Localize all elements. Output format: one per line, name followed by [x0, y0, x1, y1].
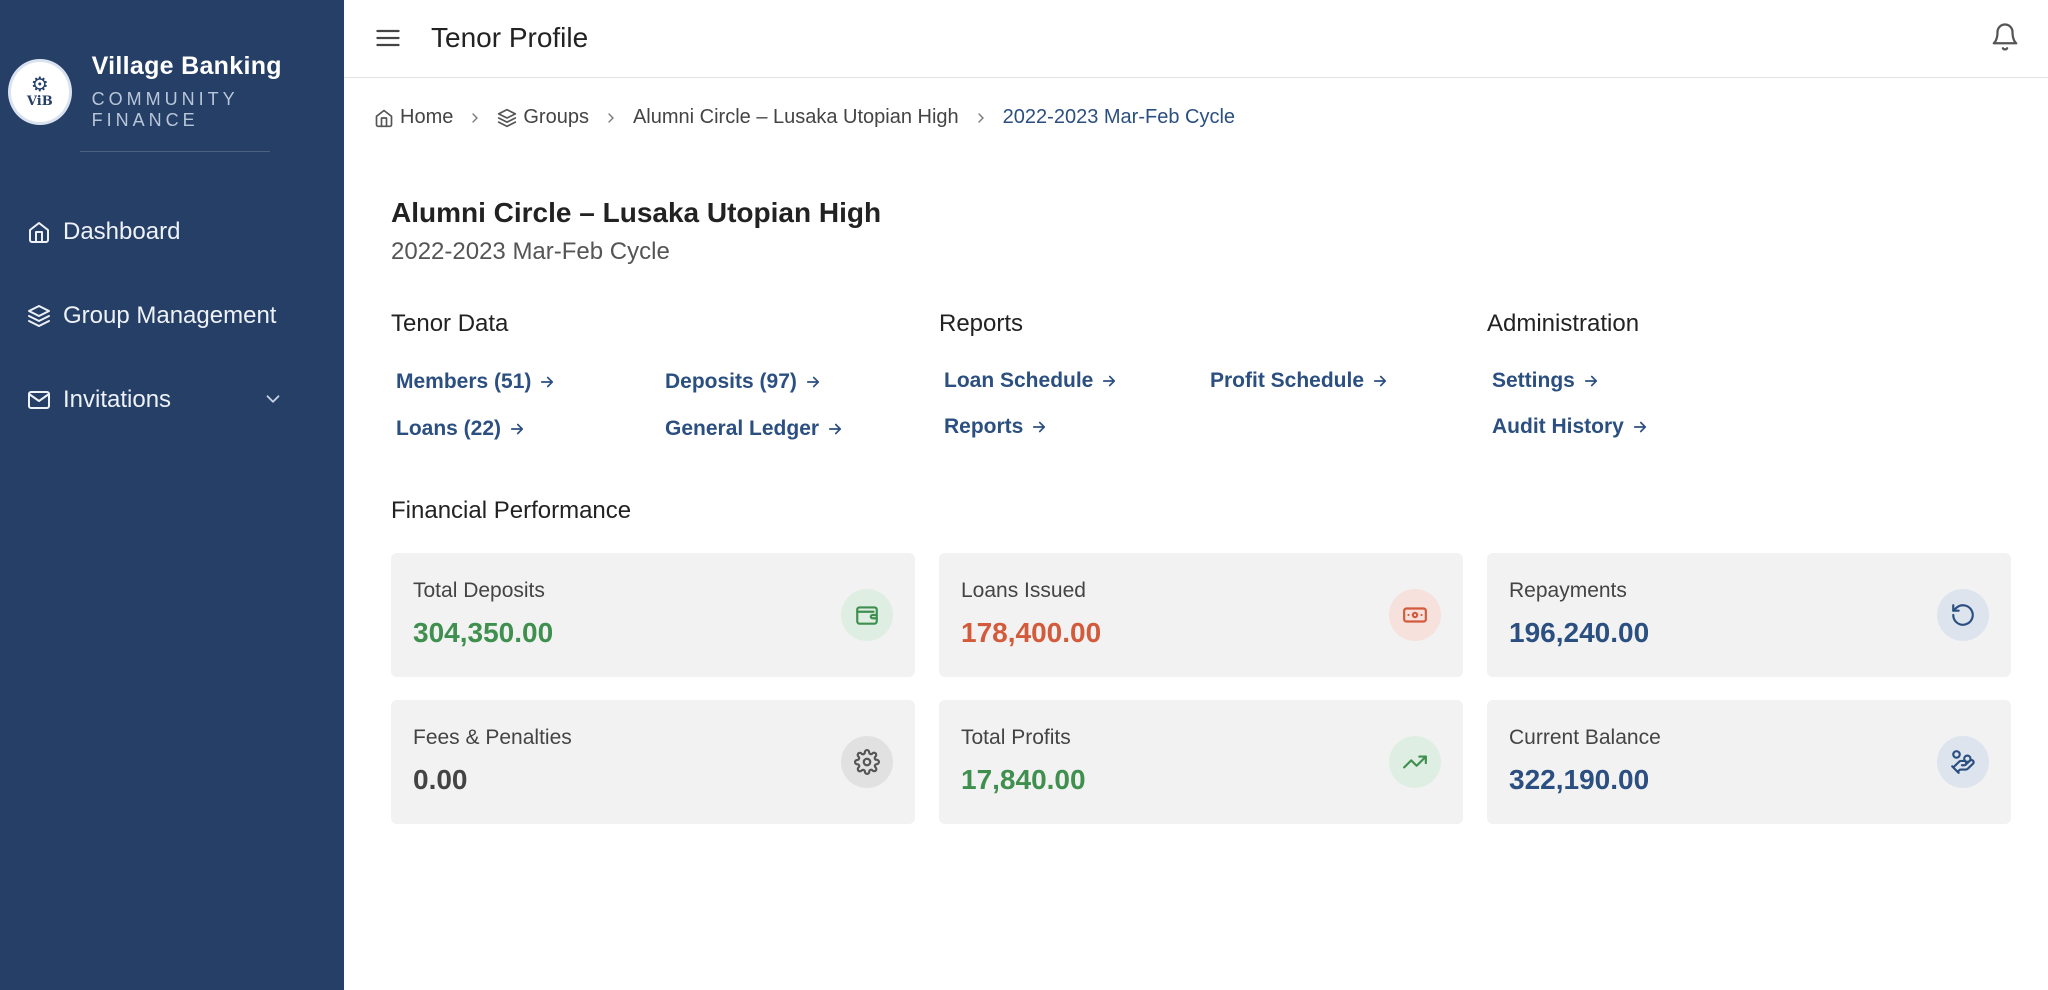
link-label: General Ledger	[665, 417, 820, 440]
arrow-right-icon	[1373, 375, 1387, 387]
bell-icon[interactable]	[1990, 22, 2020, 52]
stat-card-current-balance: Current Balance 322,190.00	[1487, 700, 2011, 824]
breadcrumb-groups[interactable]: Groups	[497, 106, 589, 129]
chevron-right-icon	[472, 112, 479, 123]
stat-value: 17,840.00	[961, 764, 1086, 795]
stat-label: Loans Issued	[961, 579, 1086, 602]
page-title: Tenor Profile	[431, 22, 589, 53]
sidebar-item-label: Group Management	[63, 302, 277, 329]
logo-gear-icon: ⚙	[30, 73, 49, 96]
sidebar-item-label: Invitations	[63, 386, 172, 413]
arrow-right-icon	[1103, 375, 1116, 387]
mail-icon	[28, 391, 50, 409]
wallet-icon	[841, 589, 893, 641]
top-header: Tenor Profile	[344, 0, 2048, 78]
link-label: Settings	[1492, 369, 1575, 392]
link-settings[interactable]: Settings	[1492, 369, 1600, 393]
link-members[interactable]: Members (51)	[396, 370, 556, 394]
breadcrumb-home[interactable]: Home	[374, 106, 453, 129]
breadcrumb-label: Groups	[523, 106, 589, 128]
home-icon	[375, 109, 393, 127]
chevron-right-icon	[978, 112, 984, 123]
banknote-icon	[1389, 589, 1441, 641]
link-general-ledger[interactable]: General Ledger	[665, 417, 844, 441]
arrow-right-icon	[1633, 421, 1646, 433]
arrow-right-icon	[1584, 375, 1597, 387]
breadcrumb-group[interactable]: Alumni Circle – Lusaka Utopian High	[632, 106, 959, 128]
layers-icon	[28, 305, 50, 327]
link-reports[interactable]: Reports	[944, 415, 1048, 439]
sidebar-nav: Dashboard Group Management Invitations	[0, 190, 344, 442]
financial-performance-title: Financial Performance	[391, 497, 632, 524]
menu-icon[interactable]	[374, 24, 402, 52]
stat-card-total-profits: Total Profits 17,840.00	[939, 700, 1463, 824]
stat-value: 304,350.00	[413, 617, 554, 648]
link-deposits[interactable]: Deposits (97)	[665, 370, 822, 394]
brand-subtitle: COMMUNITY FINANCE	[91, 89, 239, 130]
sidebar: ⚙ ViB Village Banking COMMUNITY FINANCE …	[0, 0, 344, 990]
arrow-right-icon	[541, 376, 554, 388]
stat-label: Total Profits	[961, 726, 1071, 749]
brand-logo: ⚙ ViB	[8, 58, 72, 125]
section-title-administration: Administration	[1487, 310, 1640, 337]
link-loan-schedule[interactable]: Loan Schedule	[944, 369, 1118, 393]
breadcrumb-cycle: 2022-2023 Mar-Feb Cycle	[1002, 106, 1236, 128]
link-label: Deposits (97)	[665, 370, 797, 393]
link-audit-history[interactable]: Audit History	[1492, 415, 1649, 439]
gear-icon	[841, 736, 893, 788]
trending-up-icon	[1389, 736, 1441, 788]
stat-value: 322,190.00	[1509, 764, 1650, 795]
sidebar-item-dashboard[interactable]: Dashboard	[0, 190, 344, 274]
link-label: Profit Schedule	[1210, 369, 1365, 392]
brand-divider	[80, 151, 270, 152]
link-label: Audit History	[1492, 415, 1624, 438]
brand-name: Village Banking	[91, 52, 282, 80]
sidebar-item-label: Dashboard	[63, 218, 181, 245]
arrow-right-icon	[806, 376, 819, 388]
section-title-tenor-data: Tenor Data	[391, 310, 509, 337]
rotate-ccw-icon	[1937, 589, 1989, 641]
arrow-right-icon	[828, 423, 842, 435]
arrow-right-icon	[510, 423, 524, 435]
hand-coins-icon	[1937, 736, 1989, 788]
stat-label: Fees & Penalties	[413, 726, 572, 749]
breadcrumb-label: Home	[400, 106, 454, 128]
brand[interactable]: ⚙ ViB Village Banking COMMUNITY FINANCE	[8, 52, 344, 131]
sidebar-item-invitations[interactable]: Invitations	[0, 358, 344, 442]
stat-card-loans-issued: Loans Issued 178,400.00	[939, 553, 1463, 677]
stat-label: Current Balance	[1509, 726, 1661, 749]
breadcrumb: Home Groups Alumni Circle – Lusaka Utopi…	[374, 106, 1235, 129]
layers-icon	[498, 108, 517, 127]
home-icon	[29, 222, 49, 243]
link-label: Loans (22)	[396, 417, 502, 440]
stat-card-repayments: Repayments 196,240.00	[1487, 553, 2011, 677]
sidebar-item-group-management[interactable]: Group Management	[0, 274, 344, 358]
section-title-reports: Reports	[939, 310, 1024, 337]
link-label: Members (51)	[396, 370, 532, 393]
chevron-down-icon[interactable]	[262, 388, 284, 410]
link-label: Reports	[944, 415, 1024, 438]
logo-text: ViB	[26, 93, 53, 109]
stat-label: Total Deposits	[413, 579, 545, 602]
stat-value: 178,400.00	[961, 617, 1102, 648]
brand-text: Village Banking COMMUNITY FINANCE	[92, 52, 344, 131]
link-loans[interactable]: Loans (22)	[396, 417, 526, 441]
link-label: Loan Schedule	[944, 369, 1094, 392]
stat-value: 0.00	[413, 764, 468, 795]
cycle-subtitle: 2022-2023 Mar-Feb Cycle	[391, 238, 670, 265]
chevron-right-icon	[608, 112, 614, 123]
link-profit-schedule[interactable]: Profit Schedule	[1210, 369, 1389, 393]
group-title: Alumni Circle – Lusaka Utopian High	[391, 197, 882, 228]
stat-label: Repayments	[1509, 579, 1627, 602]
stat-value: 196,240.00	[1509, 617, 1650, 648]
stat-card-total-deposits: Total Deposits 304,350.00	[391, 553, 915, 677]
stat-card-fees-penalties: Fees & Penalties 0.00	[391, 700, 915, 824]
arrow-right-icon	[1033, 421, 1046, 433]
